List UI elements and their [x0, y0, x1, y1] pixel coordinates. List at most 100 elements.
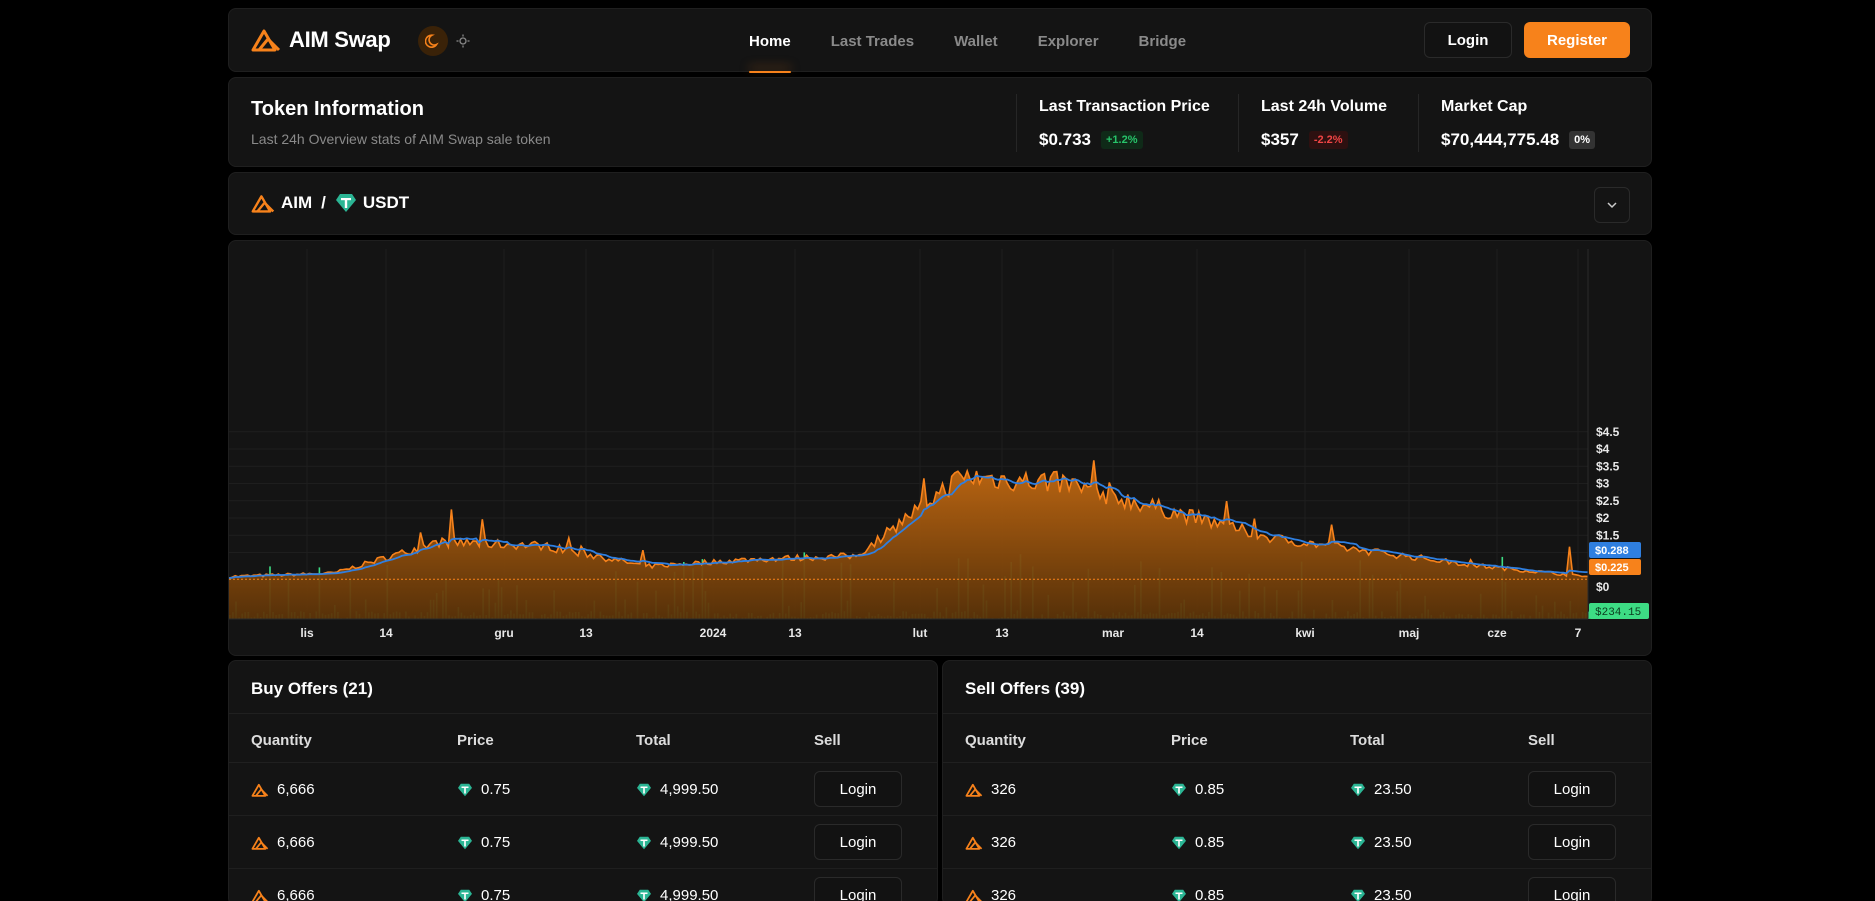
chevron-down-icon [1607, 202, 1617, 209]
quantity-value: 6,666 [277, 834, 315, 851]
aim-logo-icon [251, 29, 281, 52]
top-navbar: AIM Swap Home Last Trades Wallet Explore… [228, 8, 1652, 73]
y-tick-label: $2.5 [1596, 494, 1620, 508]
quote-token: USDT [362, 193, 410, 212]
buy-offers-header: Quantity Price Total Sell [229, 713, 937, 763]
col-sell: Sell [814, 732, 841, 749]
price-cell: 0.75 [457, 834, 510, 851]
usdt-icon [1172, 783, 1186, 796]
stat-label: Market Cap [1441, 98, 1528, 115]
nav-home[interactable]: Home [729, 9, 811, 73]
volume-bar [1588, 611, 1590, 619]
sun-icon [456, 34, 470, 48]
nav-last-trades[interactable]: Last Trades [830, 32, 915, 50]
row-login-button[interactable]: Login [1528, 877, 1616, 901]
y-tick-label: $3 [1596, 477, 1610, 491]
y-tick-label: $0 [1596, 580, 1610, 594]
total-cell: 23.50 [1350, 781, 1412, 798]
x-tick-label: gru [494, 626, 513, 640]
trading-pair: AIM / USDT [251, 193, 409, 213]
aim-token-icon [251, 889, 269, 901]
ma-price-label: $0.288 [1595, 545, 1629, 557]
login-button[interactable]: Login [1424, 22, 1512, 58]
logo[interactable]: AIM Swap [251, 27, 391, 53]
dark-mode-button[interactable] [418, 26, 448, 56]
x-tick-label: 14 [1190, 626, 1204, 640]
theme-toggle[interactable] [418, 26, 474, 56]
total-value: 23.50 [1374, 781, 1412, 798]
buy-offers-panel: Buy Offers (21) Quantity Price Total Sel… [228, 660, 938, 901]
price-cell: 0.85 [1171, 887, 1224, 901]
total-cell: 23.50 [1350, 834, 1412, 851]
stat-value: $0.733 [1039, 130, 1091, 149]
usdt-icon [1351, 889, 1365, 901]
quantity-value: 326 [991, 781, 1017, 798]
usdt-icon [458, 836, 472, 849]
row-login-button[interactable]: Login [814, 824, 902, 860]
stat-value: $70,444,775.48 [1441, 130, 1560, 149]
usdt-icon [1351, 783, 1365, 796]
stat-divider [1418, 94, 1419, 152]
pair-dropdown-button[interactable] [1594, 187, 1630, 223]
usdt-icon [335, 194, 356, 212]
total-cell: 23.50 [1350, 887, 1412, 901]
table-row: 6,666 0.75 4,999.50 Login [229, 763, 937, 816]
usdt-icon [458, 889, 472, 901]
col-sell: Sell [1528, 732, 1555, 749]
sell-offers-title: Sell Offers (39) [965, 679, 1085, 698]
moon-icon [425, 34, 439, 48]
stat-divider [1016, 94, 1017, 152]
row-login-button[interactable]: Login [1528, 824, 1616, 860]
aim-token-icon [251, 783, 269, 797]
usdt-icon [637, 889, 651, 901]
token-information-panel: Token Information Last 24h Overview stat… [228, 77, 1652, 167]
nav-explorer[interactable]: Explorer [1037, 32, 1099, 50]
volume-label: $234.15 [1595, 607, 1641, 619]
app-name: AIM Swap [289, 27, 391, 52]
x-tick-label: lis [300, 626, 314, 640]
trading-pair-bar: AIM / USDT [228, 172, 1652, 235]
x-tick-label: 13 [788, 626, 802, 640]
nav-bridge[interactable]: Bridge [1138, 32, 1187, 50]
price-cell: 0.85 [1171, 781, 1224, 798]
price-cell: 0.75 [457, 887, 510, 901]
price-chart-canvas[interactable]: $4.5$4$3.5$3$2.5$2$1.5$1$0 lis14gru13202… [229, 241, 1652, 656]
aim-token-icon [965, 889, 983, 901]
quantity-value: 326 [991, 887, 1017, 901]
price-value: 0.85 [1195, 887, 1225, 901]
table-row: 6,666 0.75 4,999.50 Login [229, 816, 937, 869]
light-mode-button[interactable] [452, 30, 474, 52]
total-value: 4,999.50 [660, 834, 719, 851]
row-login-button[interactable]: Login [814, 771, 902, 807]
stat-market-cap: Market Cap $70,444,775.48 0% [1419, 78, 1596, 168]
price-value: 0.75 [481, 887, 511, 901]
nav-wallet[interactable]: Wallet [954, 32, 998, 50]
usdt-icon [1172, 836, 1186, 849]
register-button[interactable]: Register [1524, 22, 1630, 58]
x-tick-label: lut [913, 626, 928, 640]
quantity-value: 326 [991, 834, 1017, 851]
base-token: AIM [281, 193, 313, 212]
sell-offers-header: Quantity Price Total Sell [943, 713, 1651, 763]
table-row: 326 0.85 23.50 Login [943, 763, 1651, 816]
token-info-subtitle: Last 24h Overview stats of AIM Swap sale… [251, 131, 551, 147]
x-tick-label: 2024 [700, 626, 727, 640]
row-login-button[interactable]: Login [1528, 771, 1616, 807]
last-price-label: $0.225 [1595, 562, 1629, 574]
price-chart[interactable]: $4.5$4$3.5$3$2.5$2$1.5$1$0 lis14gru13202… [228, 240, 1652, 656]
table-row: 326 0.85 23.50 Login [943, 816, 1651, 869]
aim-token-icon [965, 836, 983, 850]
stat-value: $357 [1261, 130, 1299, 149]
price-cell: 0.85 [1171, 834, 1224, 851]
moving-average-line [229, 474, 1589, 580]
x-tick-label: 13 [995, 626, 1009, 640]
usdt-icon [1172, 889, 1186, 901]
change-badge: 0% [1569, 131, 1596, 149]
row-login-button[interactable]: Login [814, 877, 902, 901]
last-price-tag: $0.225 [1589, 559, 1641, 575]
quantity-cell: 6,666 [251, 834, 315, 851]
usdt-icon [637, 783, 651, 796]
y-tick-label: $3.5 [1596, 459, 1620, 473]
pair-separator: / [321, 193, 326, 212]
price-value: 0.75 [481, 834, 511, 851]
